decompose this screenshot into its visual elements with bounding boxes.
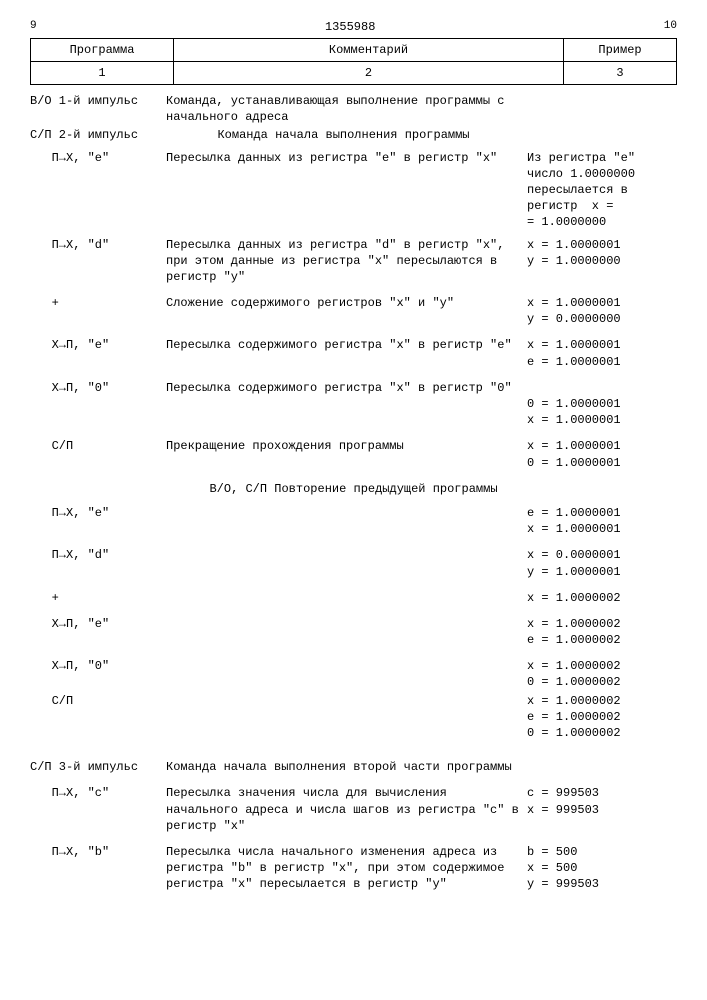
program-cell: Х→П, "0" — [30, 658, 160, 690]
example-cell: x = 1.0000001 0 = 1.0000001 — [527, 438, 677, 470]
example-cell: x = 1.0000001 y = 1.0000000 — [527, 237, 677, 286]
section-repeat: В/О, С/П Повторение предыдущей программы — [30, 481, 677, 497]
table-row: С/П x = 1.0000002 e = 1.0000002 0 = 1.00… — [30, 693, 677, 742]
page-number-left: 9 — [30, 20, 37, 34]
example-cell: x = 1.0000001 e = 1.0000001 — [527, 337, 677, 369]
program-cell: П→Х, "e" — [30, 150, 160, 231]
example-cell — [527, 127, 677, 143]
example-cell — [527, 93, 677, 125]
col-3-num: 3 — [564, 62, 677, 85]
program-cell: С/П 2-й импульс — [30, 127, 160, 143]
comment-cell: Пересылка данных из регистра "e" в регис… — [160, 150, 527, 231]
table-row: + Сложение содержимого регистров "x" и "… — [30, 295, 677, 327]
comment-cell — [160, 658, 527, 690]
comment-cell — [160, 693, 527, 742]
document-number: 1355988 — [325, 20, 375, 34]
table-row: П→Х, "b" Пересылка числа начального изме… — [30, 844, 677, 893]
comment-cell: Команда начала выполнения программы — [160, 127, 527, 143]
program-cell: + — [30, 295, 160, 327]
program-cell: Х→П, "e" — [30, 616, 160, 648]
table-row: П→Х, "e" Пересылка данных из регистра "e… — [30, 150, 677, 231]
example-cell: c = 999503 x = 999503 — [527, 785, 677, 834]
table-row: В/О 1-й импульс Команда, устанавливающая… — [30, 93, 677, 125]
table-row: Х→П, "e" Пересылка содержимого регистра … — [30, 337, 677, 369]
content-body: В/О 1-й импульс Команда, устанавливающая… — [30, 93, 677, 893]
table-header-row: Программа Комментарий Пример — [31, 39, 677, 62]
program-cell: П→Х, "e" — [30, 505, 160, 537]
comment-cell — [160, 547, 527, 579]
program-cell: Х→П, "0" — [30, 380, 160, 429]
example-cell: x = 1.0000002 — [527, 590, 677, 606]
program-cell: + — [30, 590, 160, 606]
comment-cell: Пересылка данных из регистра "d" в регис… — [160, 237, 527, 286]
example-cell: x = 1.0000001 y = 0.0000000 — [527, 295, 677, 327]
comment-cell — [160, 616, 527, 648]
table-row: + x = 1.0000002 — [30, 590, 677, 606]
example-cell: b = 500 x = 500 y = 999503 — [527, 844, 677, 893]
example-cell: x = 0.0000001 y = 1.0000001 — [527, 547, 677, 579]
col-example-header: Пример — [564, 39, 677, 62]
example-cell — [527, 759, 677, 775]
comment-cell: Пересылка содержимого регистра "x" в рег… — [160, 380, 527, 429]
table-row: С/П 2-й импульс Команда начала выполнени… — [30, 127, 677, 143]
table-subheader-row: 1 2 3 — [31, 62, 677, 85]
col-comment-header: Комментарий — [174, 39, 564, 62]
comment-cell: Пересылка значения числа для вычисления … — [160, 785, 527, 834]
example-cell: x = 1.0000002 e = 1.0000002 — [527, 616, 677, 648]
table-row: П→Х, "d" x = 0.0000001 y = 1.0000001 — [30, 547, 677, 579]
comment-cell: Пересылка числа начального изменения адр… — [160, 844, 527, 893]
table-row: Х→П, "0" Пересылка содержимого регистра … — [30, 380, 677, 429]
example-cell: x = 1.0000002 0 = 1.0000002 — [527, 658, 677, 690]
example-cell: x = 1.0000002 e = 1.0000002 0 = 1.000000… — [527, 693, 677, 742]
comment-cell: Пересылка содержимого регистра "x" в рег… — [160, 337, 527, 369]
program-cell: Х→П, "e" — [30, 337, 160, 369]
table-row: С/П 3-й импульс Команда начала выполнени… — [30, 759, 677, 775]
program-cell: П→Х, "d" — [30, 237, 160, 286]
table-row: П→Х, "e" e = 1.0000001 x = 1.0000001 — [30, 505, 677, 537]
comment-cell — [160, 505, 527, 537]
col-2-num: 2 — [174, 62, 564, 85]
example-cell: 0 = 1.0000001 x = 1.0000001 — [527, 380, 677, 429]
comment-cell — [160, 590, 527, 606]
comment-cell: Сложение содержимого регистров "x" и "y" — [160, 295, 527, 327]
table-row: Х→П, "e" x = 1.0000002 e = 1.0000002 — [30, 616, 677, 648]
example-cell: Из регистра "e" число 1.0000000 пересыла… — [527, 150, 677, 231]
program-cell: С/П 3-й импульс — [30, 759, 160, 775]
comment-cell: Команда начала выполнения второй части п… — [160, 759, 527, 775]
table-row: С/П Прекращение прохождения программы x … — [30, 438, 677, 470]
program-cell: П→Х, "c" — [30, 785, 160, 834]
page-number-right: 10 — [664, 20, 677, 34]
example-cell: e = 1.0000001 x = 1.0000001 — [527, 505, 677, 537]
col-program-header: Программа — [31, 39, 174, 62]
program-cell: С/П — [30, 438, 160, 470]
comment-cell: Команда, устанавливающая выполнение прог… — [160, 93, 527, 125]
table-row: Х→П, "0" x = 1.0000002 0 = 1.0000002 — [30, 658, 677, 690]
table-row: П→Х, "d" Пересылка данных из регистра "d… — [30, 237, 677, 286]
program-cell: С/П — [30, 693, 160, 742]
program-cell: П→Х, "b" — [30, 844, 160, 893]
col-1-num: 1 — [31, 62, 174, 85]
program-cell: П→Х, "d" — [30, 547, 160, 579]
program-cell: В/О 1-й импульс — [30, 93, 160, 125]
header-table: Программа Комментарий Пример 1 2 3 — [30, 38, 677, 85]
comment-cell: Прекращение прохождения программы — [160, 438, 527, 470]
table-row: П→Х, "c" Пересылка значения числа для вы… — [30, 785, 677, 834]
